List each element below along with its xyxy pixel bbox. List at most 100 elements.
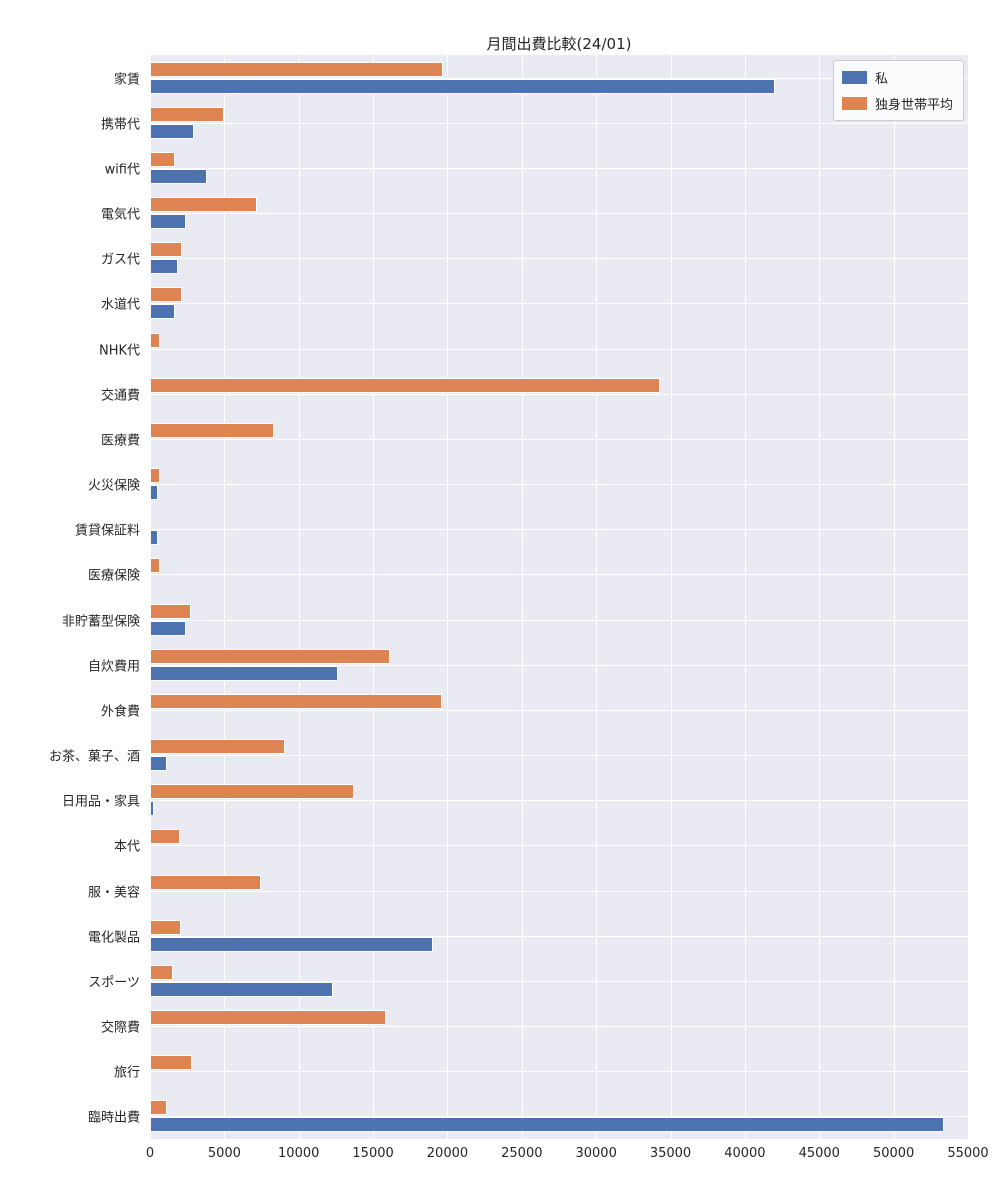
y-tick-label: 外食費	[100, 704, 140, 720]
gridline-vertical	[150, 55, 151, 1139]
bar-me	[150, 1117, 945, 1133]
bar-me	[150, 801, 155, 817]
gridline-vertical	[819, 55, 821, 1139]
legend-label-me: 私	[874, 72, 888, 87]
bar-me	[150, 123, 194, 139]
bar-average	[150, 784, 354, 800]
y-tick-label: NHK代	[98, 343, 140, 359]
bar-average	[150, 61, 443, 77]
x-tick-label: 30000	[575, 1146, 617, 1161]
gridline-vertical	[744, 55, 746, 1139]
y-tick-label: 自炊費用	[87, 659, 140, 675]
gridline-vertical	[968, 55, 969, 1139]
y-tick-label: 医療費	[100, 433, 140, 449]
bar-average	[150, 106, 225, 122]
bar-average	[150, 558, 161, 574]
bar-me	[150, 214, 187, 230]
bar-average	[150, 739, 285, 755]
y-tick-label: 家賃	[113, 72, 140, 88]
bar-me	[150, 936, 433, 952]
gridline-horizontal	[150, 393, 968, 395]
gridline-vertical	[893, 55, 895, 1139]
bar-average	[150, 874, 261, 890]
y-tick-label: 火災保険	[87, 478, 140, 494]
y-axis-labels: 家賃 携帯代 wifi代 電気代 ガス代 水道代 NHK代 交通費 医療費 火災保険 賃貸保証料 医療…	[0, 55, 140, 1139]
bar-me	[150, 756, 167, 772]
y-tick-label: 非貯蓄型保険	[61, 614, 140, 630]
bar-average	[150, 1055, 192, 1071]
bar-me	[150, 78, 775, 94]
x-tick-label: 25000	[501, 1146, 543, 1161]
gridline-horizontal	[150, 890, 968, 892]
legend-swatch-average	[841, 97, 867, 110]
bar-average	[150, 603, 192, 619]
bar-average	[150, 648, 391, 664]
gridline-horizontal	[150, 348, 968, 350]
x-tick-label: 50000	[872, 1146, 915, 1161]
y-tick-label: お茶、菓子、酒	[48, 749, 140, 765]
gridline-vertical	[373, 55, 375, 1139]
bar-me	[150, 981, 333, 997]
gridline-horizontal	[150, 303, 968, 305]
x-tick-label: 35000	[649, 1146, 692, 1161]
gridline-horizontal	[150, 1116, 968, 1118]
y-tick-label: 臨時出費	[87, 1110, 140, 1126]
x-axis-labels: 0 5000 10000 15000 20000 25000 30000 35000 40000…	[0, 1146, 1000, 1166]
x-tick-label: 20000	[426, 1146, 469, 1161]
gridline-vertical	[298, 55, 300, 1139]
gridline-vertical	[521, 55, 523, 1139]
x-tick-label: 55000	[947, 1146, 989, 1161]
x-tick-label: 10000	[278, 1146, 320, 1161]
bar-me	[150, 259, 178, 275]
y-tick-label: 電化製品	[87, 930, 140, 946]
gridline-horizontal	[150, 845, 968, 847]
bar-average	[150, 919, 181, 935]
bar-me	[150, 620, 187, 636]
y-tick-label: 日用品・家具	[61, 794, 140, 810]
bar-average	[150, 377, 661, 393]
gridline-horizontal	[150, 167, 968, 169]
gridline-horizontal	[150, 980, 968, 982]
bar-me	[150, 168, 207, 184]
y-tick-label: 本代	[113, 839, 140, 855]
bar-average	[150, 468, 161, 484]
bar-average	[150, 197, 257, 213]
bar-average	[150, 1010, 386, 1026]
gridline-horizontal	[150, 664, 968, 666]
gridline-horizontal	[150, 619, 968, 621]
gridline-horizontal	[150, 258, 968, 260]
gridline-horizontal	[150, 122, 968, 124]
gridline-horizontal	[150, 709, 968, 711]
legend-entry-me: 私	[841, 68, 953, 87]
bar-average	[150, 287, 183, 303]
gridline-horizontal	[150, 1026, 968, 1028]
gridline-vertical	[670, 55, 672, 1139]
gridline-vertical	[447, 55, 449, 1139]
bar-average	[150, 964, 174, 980]
legend-swatch-me	[841, 71, 867, 84]
y-tick-label: 交際費	[100, 1020, 140, 1036]
bar-average	[150, 422, 274, 438]
plot-area: 私 独身世帯平均	[150, 55, 969, 1139]
gridline-horizontal	[150, 755, 968, 757]
x-tick-label: 5000	[207, 1146, 241, 1161]
gridline-horizontal	[150, 213, 968, 215]
bar-average	[150, 829, 180, 845]
legend: 私 独身世帯平均	[832, 60, 964, 121]
gridline-horizontal	[150, 935, 968, 937]
bar-me	[150, 485, 159, 501]
y-tick-label: 電気代	[100, 207, 140, 223]
gridline-horizontal	[150, 77, 968, 79]
y-tick-label: 交通費	[100, 388, 140, 404]
legend-label-average: 独身世帯平均	[874, 98, 953, 113]
y-tick-label: wifi代	[104, 162, 140, 178]
gridline-vertical	[596, 55, 598, 1139]
bar-average	[150, 242, 182, 258]
y-tick-label: 服・美容	[87, 885, 140, 901]
y-tick-label: ガス代	[100, 252, 140, 268]
y-tick-label: 医療保険	[87, 568, 140, 584]
y-tick-label: スポーツ	[88, 975, 140, 991]
gridline-vertical	[224, 55, 226, 1139]
bar-average	[150, 693, 442, 709]
